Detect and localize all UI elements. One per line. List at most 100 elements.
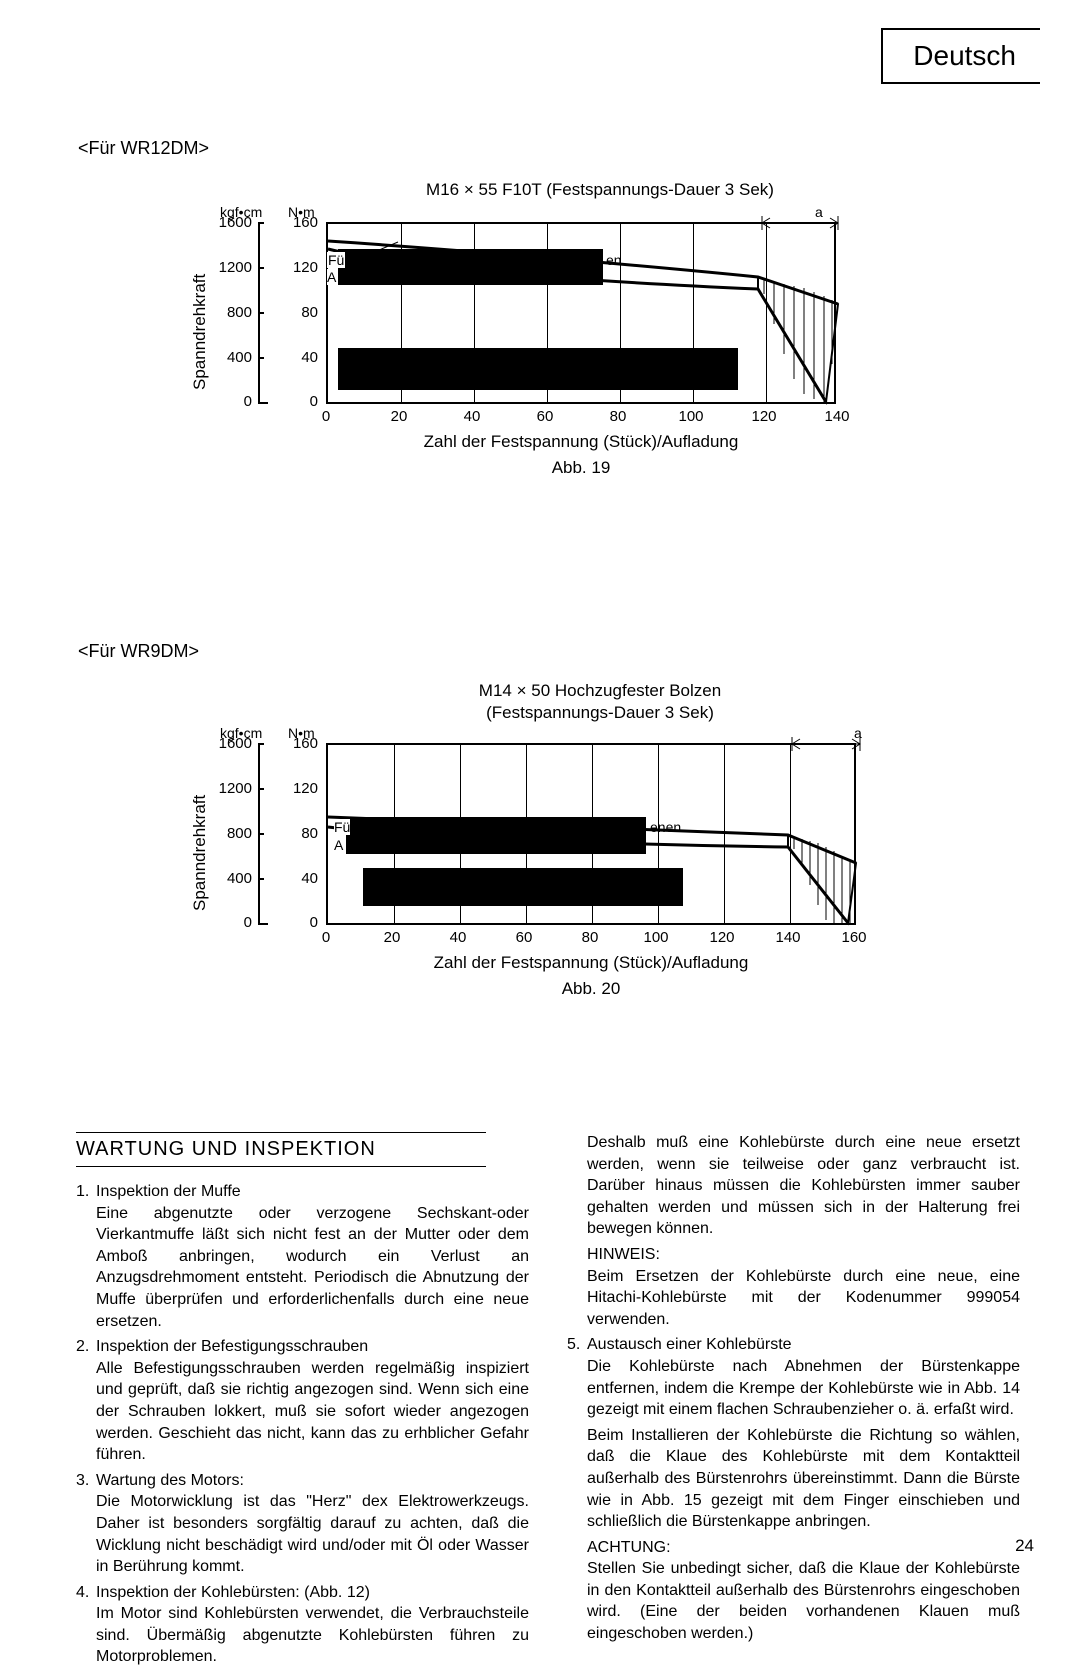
chart2-ykgf-2: 800: [212, 825, 252, 842]
chart1-leg1-en: en: [606, 252, 622, 268]
item-number: 1.: [76, 1181, 89, 1203]
list-item: 2. Inspektion der Befestigungsschrauben …: [76, 1336, 529, 1466]
chart2-x-5: 100: [641, 929, 671, 946]
section-header-wr12dm: <Für WR12DM>: [78, 138, 209, 159]
language-box: Deutsch: [881, 28, 1040, 84]
item-number: 5.: [567, 1334, 580, 1356]
chart2-x-7: 140: [773, 929, 803, 946]
right-column: Deshalb muß eine Kohlebürste durch eine …: [567, 1132, 1020, 1672]
chart2-x-3: 60: [509, 929, 539, 946]
tick: [258, 312, 264, 314]
chart1-x-0: 0: [311, 408, 341, 425]
chart1-captions: Zahl der Festspannung (Stück)/Aufladung …: [326, 432, 836, 478]
chart2-captions: Zahl der Festspannung (Stück)/Aufladung …: [326, 953, 856, 999]
chart2-ynm-2: 80: [278, 825, 318, 842]
chart1-a-arrow: [758, 216, 848, 230]
redaction: [346, 817, 646, 854]
item-body: Eine abgenutzte oder verzogene Sechskant…: [96, 1205, 529, 1330]
chart2-x-1: 20: [377, 929, 407, 946]
chart1-ykgf-2: 800: [212, 304, 252, 321]
right-lead-para: Deshalb muß eine Kohlebürste durch eine …: [587, 1132, 1020, 1240]
chart-wr12dm: M16 × 55 F10T (Festspannungs-Dauer 3 Sek…: [260, 180, 860, 206]
chart2-ykgf-0: 1600: [212, 735, 252, 752]
achtung-body: Stellen Sie unbedingt sicher, daß die Kl…: [587, 1558, 1020, 1644]
page-number: 24: [1015, 1536, 1034, 1556]
item-title: Inspektion der Muffe: [96, 1181, 529, 1203]
chart2-ynm-0: 160: [278, 735, 318, 752]
chart1-x-2: 40: [457, 408, 487, 425]
chart1-ynm-2: 80: [278, 304, 318, 321]
list-item: 5. Austausch einer Kohlebürste Die Kohle…: [567, 1334, 1020, 1644]
chart1-ykgf-3: 400: [212, 349, 252, 366]
chart2-ylabel: Spanndrehkraft: [190, 795, 210, 911]
chart1-caption: Abb. 19: [326, 458, 836, 478]
item-body: Im Motor sind Kohlebürsten verwendet, di…: [96, 1605, 529, 1665]
chart1-x-1: 20: [384, 408, 414, 425]
chart2-title-l2: (Festspannungs-Dauer 3 Sek): [340, 703, 860, 723]
chart1-ykgf-1: 1200: [212, 259, 252, 276]
chart1-ynm-3: 40: [278, 349, 318, 366]
chart1-ynm-0: 160: [278, 214, 318, 231]
chart2-ynm-1: 120: [278, 780, 318, 797]
item-number: 2.: [76, 1336, 89, 1358]
chart2-leg1-en: enen: [650, 819, 681, 835]
item-number: 4.: [76, 1582, 89, 1604]
tick: [258, 923, 268, 925]
chart1-ykgf-0: 1600: [212, 214, 252, 231]
chart2-x-0: 0: [311, 929, 341, 946]
hinweis-label: HINWEIS:: [587, 1244, 1020, 1266]
chart1-plotarea: Fü en A: [326, 222, 836, 404]
tick: [258, 788, 264, 790]
redaction: [338, 348, 738, 390]
chart2-ykgf-3: 400: [212, 870, 252, 887]
chart1-x-7: 140: [822, 408, 852, 425]
section-header-wr9dm: <Für WR9DM>: [78, 641, 199, 662]
chart2-a-arrow: [788, 737, 870, 751]
tick: [258, 878, 264, 880]
maintenance-title: WARTUNG UND INSPEKTION: [76, 1132, 486, 1167]
chart2-title-l1: M14 × 50 Hochzugfester Bolzen: [340, 681, 860, 701]
list-item: 1. Inspektion der Muffe Eine abgenutzte …: [76, 1181, 529, 1332]
chart2-ykgf-1: 1200: [212, 780, 252, 797]
redaction: [338, 249, 603, 285]
chart2-hatch-outline: [788, 835, 856, 923]
item-title: Inspektion der Befestigungsschrauben: [96, 1336, 529, 1358]
chart1-x-6: 120: [749, 408, 779, 425]
tick: [258, 402, 268, 404]
chart1-x-5: 100: [676, 408, 706, 425]
chart2-x-2: 40: [443, 929, 473, 946]
list-item: 3. Wartung des Motors: Die Motorwicklung…: [76, 1470, 529, 1578]
chart1-ykgf-4: 0: [212, 393, 252, 410]
chart2-caption: Abb. 20: [326, 979, 856, 999]
chart1-ylabel: Spanndrehkraft: [190, 274, 210, 390]
left-column: WARTUNG UND INSPEKTION 1. Inspektion der…: [76, 1132, 529, 1672]
chart2-xlabel: Zahl der Festspannung (Stück)/Aufladung: [326, 953, 856, 973]
chart2-leg1-fu: Fü: [334, 819, 350, 835]
item-body: Alle Befestigungsschrauben werden regelm…: [96, 1360, 529, 1463]
item-body: Beim Installieren der Kohlebürste die Ri…: [587, 1425, 1020, 1533]
item-title: Wartung des Motors:: [96, 1470, 529, 1492]
maintenance-list: 1. Inspektion der Muffe Eine abgenutzte …: [76, 1181, 529, 1668]
item-body: Die Motorwicklung ist das "Herz" dex Ele…: [96, 1493, 529, 1575]
chart2-plotarea: Fü enen A: [326, 743, 856, 925]
list-item: 4. Inspektion der Kohlebürsten: (Abb. 12…: [76, 1582, 529, 1668]
language-label: Deutsch: [913, 40, 1016, 71]
hinweis-body: Beim Ersetzen der Kohlebürste durch eine…: [587, 1266, 1020, 1331]
chart1-leg2-a: A: [327, 269, 336, 285]
tick: [258, 833, 264, 835]
tick: [258, 222, 264, 224]
chart2-ykgf-4: 0: [212, 914, 252, 931]
tick: [258, 357, 264, 359]
chart1-xlabel: Zahl der Festspannung (Stück)/Aufladung: [326, 432, 836, 452]
chart2-leg2-a: A: [334, 837, 343, 853]
achtung-label: ACHTUNG:: [587, 1537, 1020, 1559]
chart1-ynm-1: 120: [278, 259, 318, 276]
maintenance-list-cont: 5. Austausch einer Kohlebürste Die Kohle…: [567, 1334, 1020, 1644]
chart1-x-3: 60: [530, 408, 560, 425]
chart1-leg1-fu: Fü: [327, 252, 345, 268]
item-body: Die Kohlebürste nach Abnehmen der Bürste…: [587, 1356, 1020, 1421]
tick: [258, 743, 264, 745]
chart1-title: M16 × 55 F10T (Festspannungs-Dauer 3 Sek…: [340, 180, 860, 200]
body-columns: WARTUNG UND INSPEKTION 1. Inspektion der…: [76, 1132, 1020, 1672]
chart1-hatch-outline: [758, 277, 838, 402]
